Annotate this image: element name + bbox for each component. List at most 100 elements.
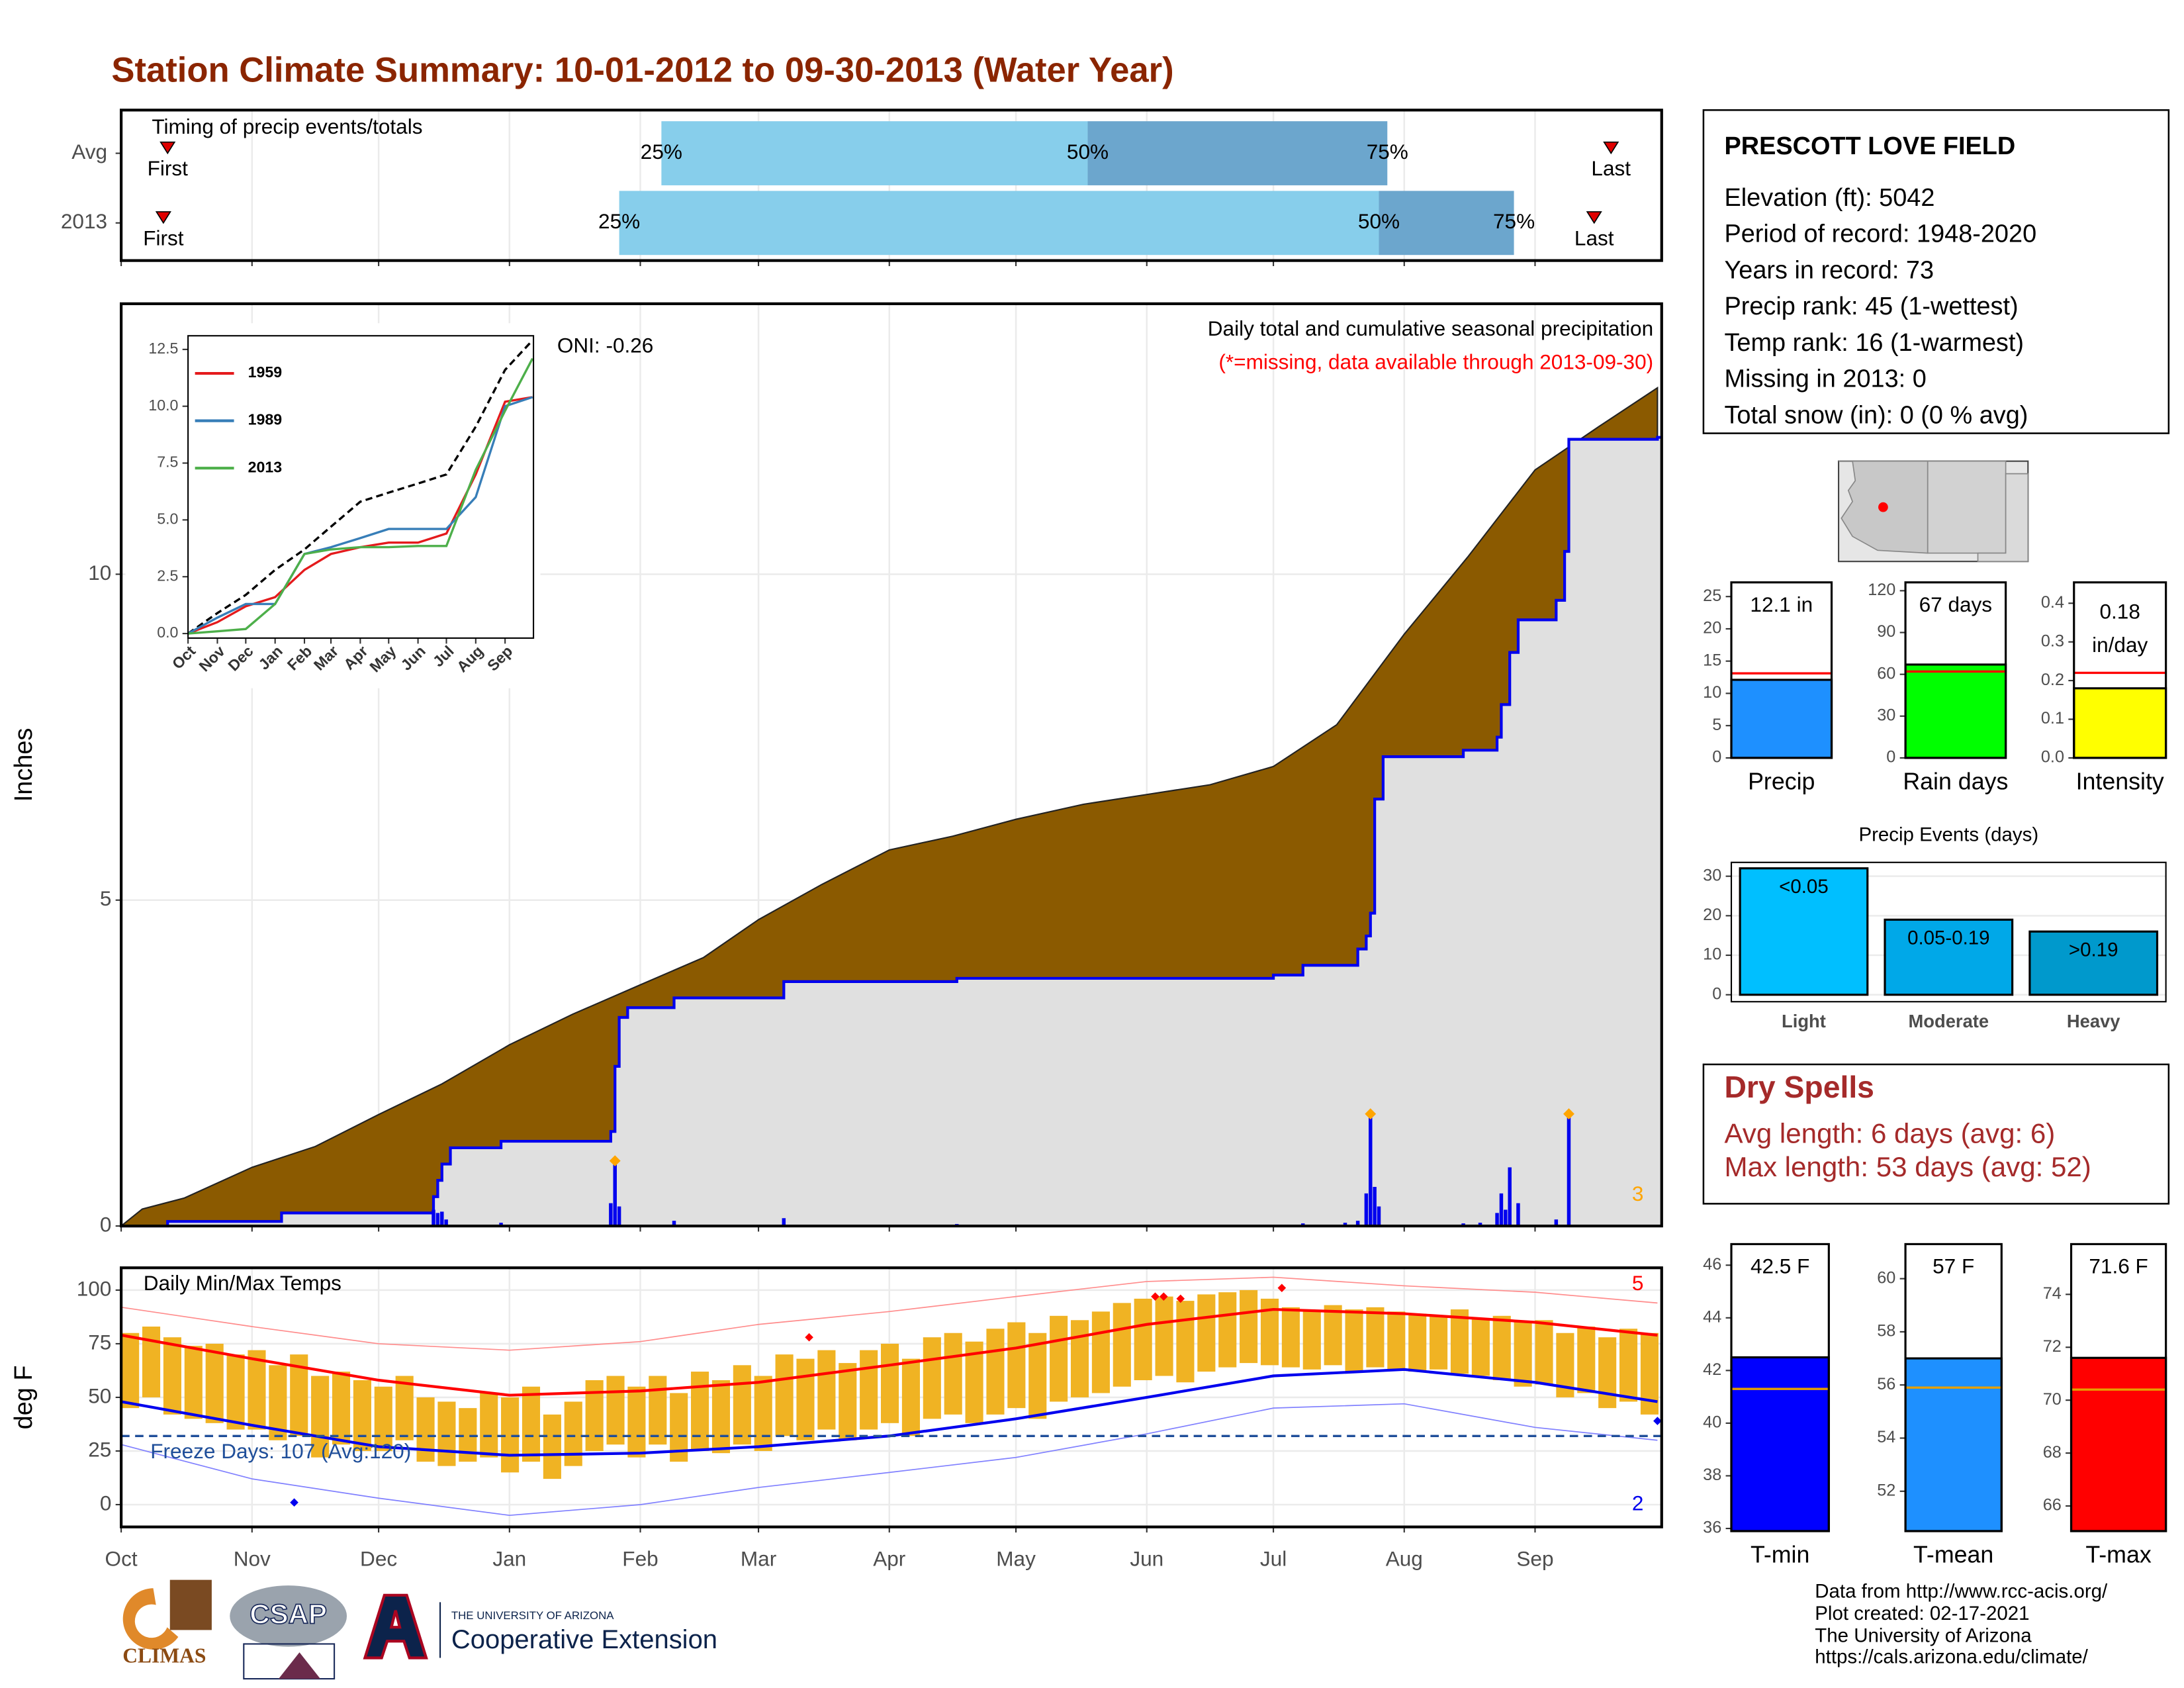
x-tick-label: Oct <box>105 1547 138 1571</box>
value-label: 67 days <box>1919 592 1993 616</box>
average-line <box>187 339 533 635</box>
timing-percent-label: 50% <box>1067 140 1109 164</box>
daily-precip-bar <box>1364 1193 1369 1227</box>
daily-precip-bar <box>1343 1223 1347 1227</box>
plot-frame <box>119 1266 1663 1528</box>
x-tick-label: Nov <box>234 1547 271 1571</box>
daily-precip-bar <box>609 1203 613 1227</box>
y-tick-label: 60 <box>1877 1268 1895 1287</box>
temp-range-bar <box>522 1386 541 1462</box>
temp-range-bar <box>1366 1307 1385 1368</box>
timing-marker-label: Last <box>1591 156 1631 180</box>
events-title: Precip Events (days) <box>1858 824 2038 846</box>
category-label: Rain days <box>1903 768 2008 794</box>
category-label: Intensity <box>2076 768 2164 794</box>
timing-marker-label: First <box>148 156 189 180</box>
daily-precip-bar <box>1516 1203 1520 1227</box>
value-label: 42.5 F <box>1751 1254 1809 1278</box>
daily-precip-bar <box>1567 1113 1571 1227</box>
temp-range-bar <box>395 1376 414 1440</box>
y-tick-label: 70 <box>2043 1390 2062 1409</box>
temp-range-bar <box>1218 1292 1237 1368</box>
credit-line: Plot created: 02-17-2021 <box>1815 1603 2029 1624</box>
daily-precip-bar <box>782 1218 786 1227</box>
y-tick-label: 25 <box>1703 586 1721 605</box>
x-tick-label: Jul <box>1260 1547 1287 1571</box>
daily-precip-bar <box>1373 1187 1377 1227</box>
event-bar <box>1884 918 2014 996</box>
temp-range-bar <box>986 1329 1005 1415</box>
avg-high-line <box>120 1307 1658 1397</box>
ua-logo-text: THE UNIVERSITY OF ARIZONA <box>451 1609 614 1622</box>
record-high-count: 5 <box>1632 1271 1644 1295</box>
timing-bar-late <box>1087 121 1388 185</box>
y-tick-label: 58 <box>1877 1322 1895 1340</box>
temp-range-bar <box>1155 1296 1173 1376</box>
page-title: Station Climate Summary: 10-01-2012 to 0… <box>111 50 1173 89</box>
temp-range-bar <box>437 1401 456 1466</box>
x-tick-label: Jan <box>492 1547 526 1571</box>
temp-range-bar <box>1492 1315 1511 1381</box>
temp-range-bar <box>649 1376 667 1445</box>
station-line: Years in record: 73 <box>1724 256 1934 284</box>
summary-bar <box>1904 1357 2003 1532</box>
temp-range-bar <box>1091 1311 1110 1393</box>
y-tick-label: 100 <box>77 1276 112 1300</box>
temp-range-bar <box>923 1337 941 1419</box>
temp-range-bar <box>775 1354 794 1436</box>
temp-range-bar <box>627 1386 646 1458</box>
daily-precip-bar <box>1369 1113 1373 1227</box>
extreme-count: 3 <box>1632 1182 1644 1205</box>
extreme-marker <box>1563 1108 1574 1120</box>
bar-label: >0.19 <box>2069 939 2118 961</box>
temp-range-bar <box>1028 1333 1047 1419</box>
y-tick-label: 52 <box>1877 1481 1895 1499</box>
value-unit: in/day <box>2092 633 2148 657</box>
temp-range-bar <box>1471 1318 1490 1376</box>
csap-cloud <box>230 1585 347 1647</box>
record-high-line <box>120 1276 1658 1351</box>
oni-label: ONI: -0.26 <box>557 333 654 357</box>
event-bar <box>1739 867 1869 996</box>
csap-mountain <box>278 1652 321 1679</box>
bar-label: <0.05 <box>1779 876 1829 898</box>
summary-bar <box>1730 679 1833 759</box>
plot-frame <box>2070 1243 2167 1532</box>
credit-line: The University of Arizona <box>1815 1625 2032 1647</box>
temp-range-bar <box>711 1380 731 1454</box>
temp-range-bar <box>1007 1322 1026 1409</box>
station-dot <box>1878 502 1888 512</box>
extreme-marker <box>1365 1108 1377 1120</box>
station-line: Temp rank: 16 (1-warmest) <box>1724 329 2024 357</box>
value-label: 0.18 <box>2099 599 2140 623</box>
plot-frame <box>119 302 1663 1228</box>
temp-range-bar <box>248 1350 266 1430</box>
event-bar <box>2028 930 2159 996</box>
x-tick-label: May <box>996 1547 1036 1571</box>
y-axis-label: deg F <box>10 1366 38 1430</box>
ua-logo <box>363 1593 428 1660</box>
daily-precip-bar <box>1554 1219 1559 1227</box>
summary-bar <box>1730 1356 1830 1532</box>
temp-range-bar <box>1619 1329 1638 1402</box>
dry-spells-box: Dry Spells Avg length: 6 days (avg: 6) M… <box>1702 1063 2170 1205</box>
legend-label: 2013 <box>248 458 283 475</box>
y-tick-label: 0 <box>1712 748 1721 767</box>
location-map <box>1838 460 2029 563</box>
x-tick-label: Apr <box>873 1547 905 1571</box>
station-line: Total snow (in): 0 (0 % avg) <box>1724 401 2028 429</box>
daily-precip-bar <box>617 1206 621 1227</box>
category-label: Heavy <box>2067 1011 2120 1031</box>
temp-range-bar <box>585 1380 604 1451</box>
plot-background <box>188 336 534 638</box>
x-tick-label: Mar <box>741 1547 776 1571</box>
timing-percent-label: 75% <box>1493 209 1535 233</box>
y-tick-label: 40 <box>1703 1413 1721 1432</box>
legend-label: 1989 <box>248 411 283 428</box>
temp-range-bar <box>184 1346 203 1419</box>
y-tick-label: 15 <box>1703 651 1721 669</box>
temp-range-bar <box>817 1350 836 1430</box>
value-label: 12.1 in <box>1750 592 1813 616</box>
temp-range-bar <box>1387 1311 1406 1370</box>
